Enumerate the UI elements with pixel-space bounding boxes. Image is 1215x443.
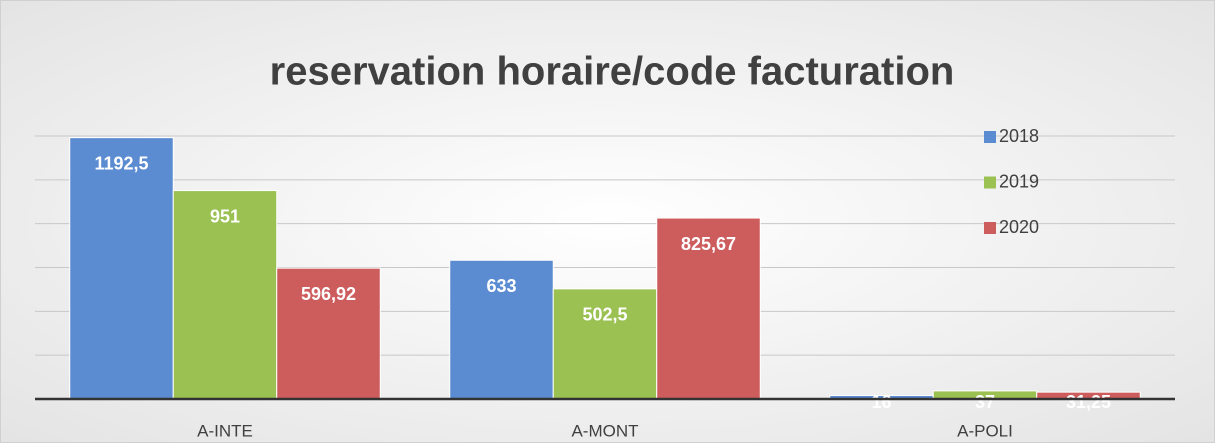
legend-swatch xyxy=(984,222,996,234)
data-label: 16 xyxy=(871,392,891,412)
chart-title: reservation horaire/code facturation xyxy=(270,50,955,94)
bar xyxy=(552,288,658,400)
legend-label: 2020 xyxy=(999,217,1039,237)
bar xyxy=(656,217,761,400)
x-tick-label: A-INTE xyxy=(197,421,253,440)
x-tick-label: A-MONT xyxy=(571,421,638,440)
bar xyxy=(69,137,174,400)
bar xyxy=(172,190,278,400)
legend-label: 2018 xyxy=(999,126,1039,146)
data-label: 37 xyxy=(975,392,995,412)
data-label: 1192,5 xyxy=(94,153,148,173)
data-label: 31,25 xyxy=(1066,392,1111,412)
data-label: 596,92 xyxy=(301,284,356,304)
data-label: 825,67 xyxy=(681,234,736,254)
x-tick-label: A-POLI xyxy=(957,421,1013,440)
data-label: 951 xyxy=(210,206,240,226)
legend-swatch xyxy=(984,176,996,189)
legend-swatch xyxy=(984,131,996,143)
legend-label: 2019 xyxy=(999,171,1039,191)
data-label: 633 xyxy=(486,276,516,296)
data-label: 502,5 xyxy=(582,305,627,325)
bar xyxy=(276,267,381,400)
bar xyxy=(449,259,554,400)
